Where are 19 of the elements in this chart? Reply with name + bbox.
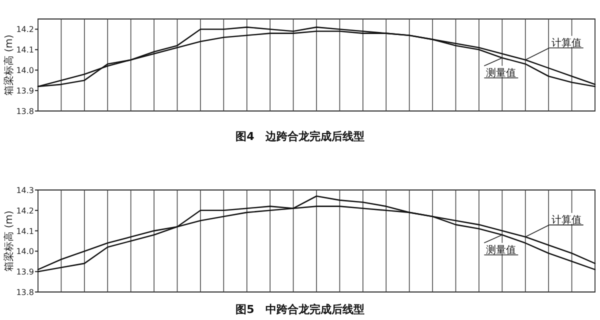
y-tick-label: 13.8 xyxy=(16,107,34,116)
y-tick-label: 14.3 xyxy=(16,186,34,195)
series-label: 测量值 xyxy=(486,66,516,79)
text: 图5 中跨合龙完成后线型 xyxy=(236,303,364,316)
text: 图4 边跨合龙完成后线型 xyxy=(236,130,364,143)
y-axis-title: 箱梁标高 (m) xyxy=(3,34,15,96)
y-axis-title: 箱梁标高 (m) xyxy=(3,210,15,272)
y-tick-label: 14.0 xyxy=(16,247,34,256)
y-tick-label: 13.9 xyxy=(16,86,34,96)
series-label: 计算值 xyxy=(551,36,582,49)
y-tick-label: 13.9 xyxy=(16,268,34,277)
y-tick-label: 14.1 xyxy=(16,46,34,55)
y-tick-label: 14.2 xyxy=(16,25,34,34)
series-label: 计算值 xyxy=(551,214,582,226)
y-tick-label: 14.2 xyxy=(16,206,34,216)
y-tick-label: 13.8 xyxy=(16,288,34,297)
y-tick-label: 14.0 xyxy=(16,66,34,76)
series-label: 测量值 xyxy=(486,244,516,256)
y-tick-label: 14.1 xyxy=(16,226,34,236)
